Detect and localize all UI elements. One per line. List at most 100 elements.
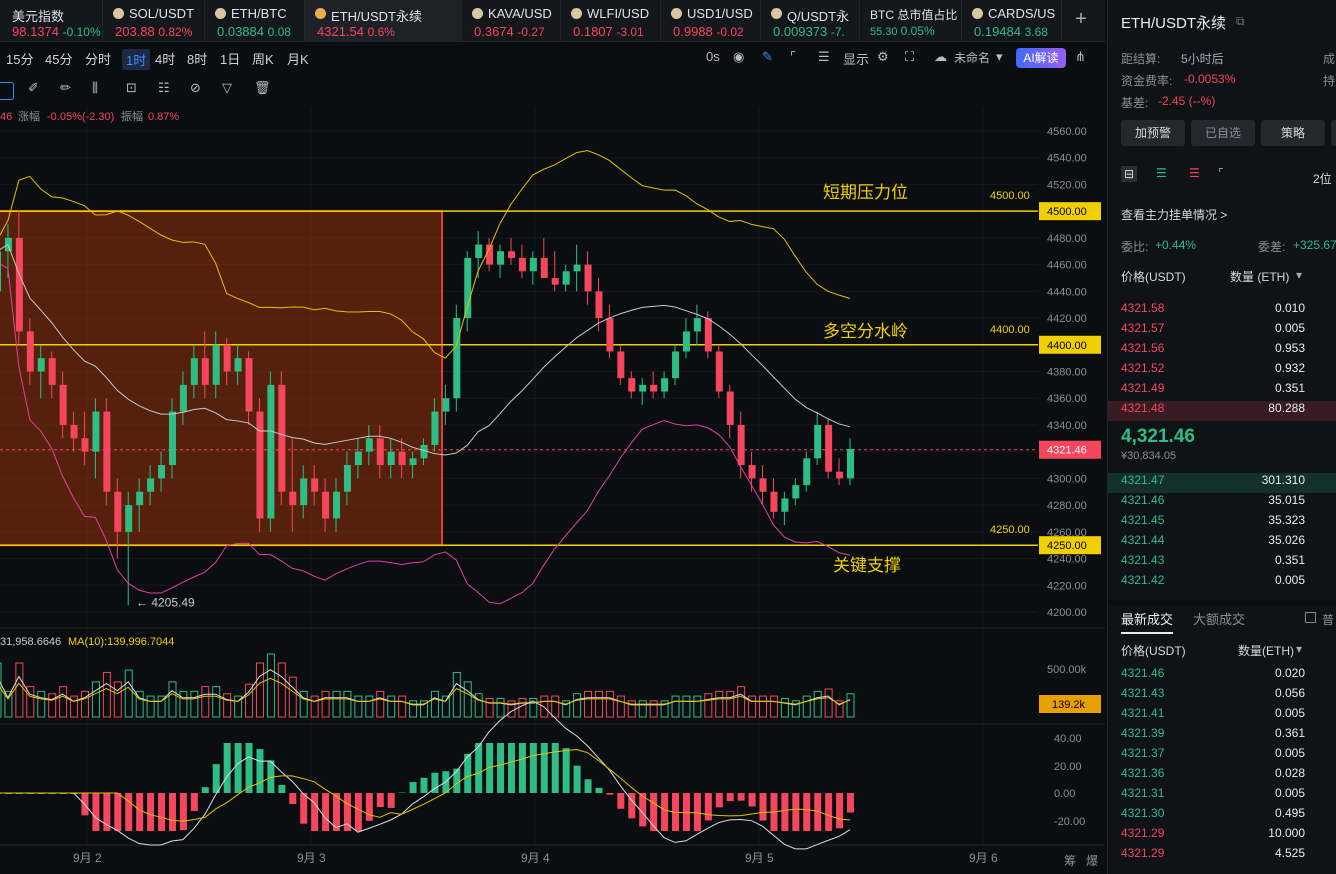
chevron-down-icon[interactable]: ▾ [1296, 268, 1303, 282]
ticker-tab-4[interactable]: KAVA/USD 0.3674 -0.27 [462, 0, 561, 42]
orderbook-row[interactable]: 4321.29 10.000 [1121, 826, 1331, 846]
ticker-price: 55.30 0.05% [870, 24, 935, 38]
pen-icon[interactable]: ✎ [762, 49, 773, 64]
macd-bar [464, 753, 472, 793]
orderbook-row[interactable]: 4321.41 0.005 [1121, 706, 1331, 726]
timeframe-7[interactable]: 周K [252, 52, 274, 67]
ticker-tab-9[interactable]: CARDS/US 0.19484 3.68 [962, 0, 1062, 42]
price-chart[interactable]: 4560.00 4540.00 4520.00 4500.00 4480.00 4460.… [0, 106, 1105, 874]
timeframe-1[interactable]: 45分 [45, 52, 73, 67]
layout-name[interactable]: 未命名 [954, 51, 991, 65]
orderbook-row[interactable]: 4321.44 35.026 [1121, 533, 1331, 553]
display-menu[interactable]: 显示 [843, 52, 870, 67]
more-button[interactable] [1331, 120, 1336, 146]
normal-checkbox[interactable] [1305, 612, 1316, 623]
timeframe-2[interactable]: 分时 [85, 52, 112, 67]
orderbook-row[interactable]: 4321.29 4.525 [1121, 846, 1331, 866]
chevron-down-icon[interactable]: ▾ [1296, 642, 1303, 656]
orderbook-row[interactable]: 4321.39 0.361 [1121, 726, 1331, 746]
favorite-button[interactable]: 已自选 [1191, 120, 1255, 146]
strategy-button[interactable]: 策略 [1261, 120, 1325, 146]
magnet-icon[interactable]: ⊘ [190, 80, 201, 95]
ob-settings-icon[interactable]: ⌜ [1218, 166, 1224, 180]
note-icon[interactable]: ☷ [158, 80, 170, 95]
orderbook-row[interactable]: 4321.46 0.020 [1121, 666, 1331, 686]
candle [190, 358, 198, 385]
timeframe-0[interactable]: 15分 [6, 52, 34, 67]
add-tab-button[interactable]: + [1075, 8, 1087, 30]
timeframe-3[interactable]: 1时 [122, 49, 151, 70]
ticker-tab-0[interactable]: 美元指数 98.1374 -0.10% [0, 0, 103, 42]
liquidation-button[interactable]: 爆 [1086, 854, 1098, 868]
volume-bar [365, 695, 374, 718]
filter-icon[interactable]: ▽ [222, 80, 232, 95]
range-box [0, 210, 443, 547]
tab-big-trades[interactable]: 大额成交 [1193, 612, 1246, 627]
orderbook-row[interactable]: 4321.58 0.010 [1121, 301, 1331, 321]
orderbook-row[interactable]: 4321.31 0.005 [1121, 786, 1331, 806]
macd-bar [201, 787, 209, 793]
candle [59, 384, 67, 425]
row-price: 4321.39 [1121, 726, 1165, 740]
chips-button[interactable]: 筹 [1064, 854, 1076, 868]
cloud-icon[interactable]: ☁ [934, 49, 947, 64]
timeframe-4[interactable]: 4时 [155, 52, 176, 67]
main-orders-link[interactable]: 查看主力挂单情况 > [1121, 208, 1228, 222]
ruler-icon[interactable]: ✐ [28, 80, 39, 95]
macd-bar [245, 743, 253, 793]
copy-icon[interactable]: ⧉ [1236, 14, 1245, 28]
tab-latest-trades[interactable]: 最新成交 [1121, 609, 1174, 634]
timeframe-5[interactable]: 8时 [187, 52, 208, 67]
ob-bids-icon[interactable]: ☰ [1156, 166, 1167, 180]
orderbook-row[interactable]: 4321.30 0.495 [1121, 806, 1331, 826]
orderbook-row[interactable]: 4321.42 0.005 [1121, 573, 1331, 593]
precision-select[interactable]: 2位 [1313, 172, 1332, 186]
ticker-tab-1[interactable]: SOL/USDT 203.88 0.82% [103, 0, 205, 42]
share-icon[interactable]: ⋔ [1075, 49, 1086, 64]
orderbook-row[interactable]: 4321.37 0.005 [1121, 746, 1331, 766]
orderbook-row[interactable]: 4321.52 0.932 [1121, 361, 1331, 381]
crop-icon[interactable]: ⌜ [790, 49, 797, 64]
camera-icon[interactable]: ◉ [733, 49, 745, 64]
orderbook-row[interactable]: 4321.49 0.351 [1121, 381, 1331, 401]
orderbook-row[interactable]: 4321.48 80.288 [1108, 401, 1336, 421]
ticker-tab-3[interactable]: ETH/USDT永续 4321.54 0.6% [305, 0, 462, 42]
ticker-tab-2[interactable]: ETH/BTC 0.03884 0.08 [205, 0, 305, 42]
candle-tool-icon[interactable]: ⫼ [92, 80, 98, 95]
tr-price-head: 价格(USDT) [1121, 644, 1186, 658]
orderbook-row[interactable]: 4321.45 35.323 [1121, 513, 1331, 533]
candle [453, 318, 461, 399]
list-icon[interactable]: ☰ [818, 49, 830, 64]
timeframe-6[interactable]: 1日 [220, 52, 241, 67]
orderbook-row[interactable]: 4321.56 0.953 [1121, 341, 1331, 361]
volume-bar [102, 671, 111, 718]
gear-icon[interactable]: ⚙ [877, 49, 889, 64]
orderbook-row[interactable]: 4321.47 301.310 [1108, 473, 1336, 493]
bid-diff-label: 委差: [1258, 240, 1286, 254]
alert-button[interactable]: 加预警 [1121, 120, 1185, 146]
ticker-tab-6[interactable]: USD1/USD 0.9988 -0.02 [661, 0, 761, 42]
ticker-tab-8[interactable]: BTC 总市值占比 55.30 0.05% [860, 0, 962, 42]
orderbook-row[interactable]: 4321.43 0.056 [1121, 686, 1331, 706]
volume-bar [376, 690, 385, 718]
level-label-mid: 多空分水岭 [823, 322, 908, 342]
trash-icon[interactable]: 🗑 [254, 80, 271, 95]
brush-icon[interactable]: ✏ [60, 80, 71, 95]
ticker-tab-5[interactable]: WLFI/USD 0.1807 -3.01 [561, 0, 661, 42]
ai-interpret-button[interactable]: AI解读 [1016, 48, 1066, 68]
ob-asks-icon[interactable]: ☰ [1189, 166, 1200, 180]
lock-icon[interactable]: ⊡ [126, 80, 137, 95]
row-qty: 0.005 [1274, 786, 1305, 800]
ticker-tab-7[interactable]: Q/USDT永 0.009373 -7. [761, 0, 860, 42]
chevron-down-icon[interactable]: ▾ [996, 49, 1003, 64]
volume-bar [452, 671, 461, 718]
candle [781, 498, 789, 512]
orderbook-row[interactable]: 4321.43 0.351 [1121, 553, 1331, 573]
orderbook-row[interactable]: 4321.46 35.015 [1121, 493, 1331, 513]
ob-both-icon[interactable]: ⊟ [1121, 166, 1138, 182]
cursor-tool-icon[interactable] [0, 82, 14, 100]
orderbook-row[interactable]: 4321.57 0.005 [1121, 321, 1331, 341]
timeframe-8[interactable]: 月K [287, 52, 309, 67]
fullscreen-icon[interactable]: ⛶ [905, 49, 915, 64]
orderbook-row[interactable]: 4321.36 0.028 [1121, 766, 1331, 786]
